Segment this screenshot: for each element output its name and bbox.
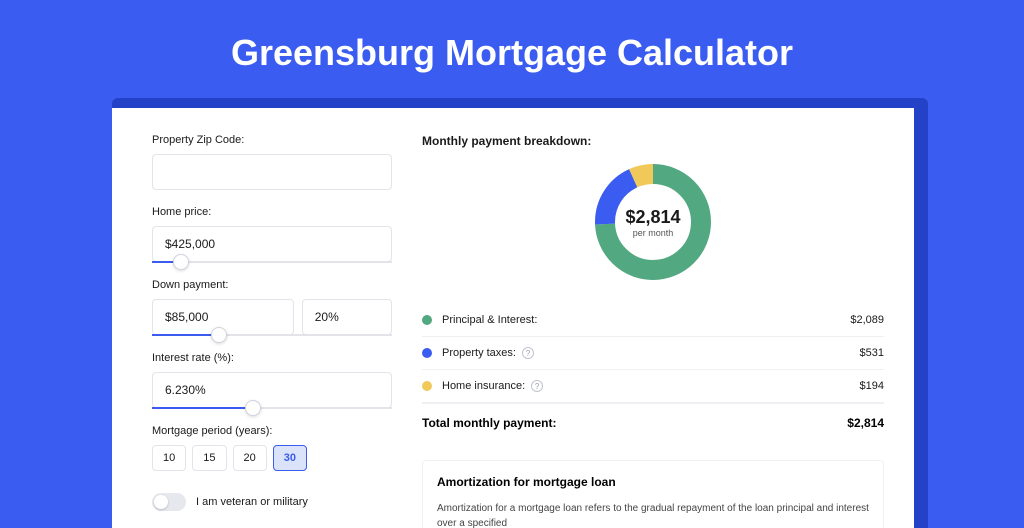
mortgage-period-field: Mortgage period (years): 10 15 20 30: [152, 425, 392, 471]
legend-dot-insurance: [422, 381, 432, 391]
down-payment-label: Down payment:: [152, 279, 392, 291]
mortgage-period-label: Mortgage period (years):: [152, 425, 392, 437]
legend-dot-principal: [422, 315, 432, 325]
amortization-panel: Amortization for mortgage loan Amortizat…: [422, 460, 884, 528]
interest-rate-slider[interactable]: [152, 407, 392, 409]
info-icon[interactable]: ?: [522, 347, 534, 359]
legend-label-principal: Principal & Interest:: [442, 314, 537, 326]
veteran-toggle-knob: [154, 495, 168, 509]
interest-rate-slider-fill: [152, 407, 253, 409]
legend-row-taxes: Property taxes: ? $531: [422, 337, 884, 370]
legend-row-principal: Principal & Interest: $2,089: [422, 304, 884, 337]
veteran-label: I am veteran or military: [196, 496, 308, 508]
down-payment-percent-input[interactable]: [302, 299, 392, 335]
form-column: Property Zip Code: Home price: Down paym…: [152, 134, 392, 528]
down-payment-slider-fill: [152, 334, 219, 336]
zip-label: Property Zip Code:: [152, 134, 392, 146]
payment-donut: $2,814 per month: [593, 162, 713, 282]
period-btn-20[interactable]: 20: [233, 445, 267, 471]
breakdown-title: Monthly payment breakdown:: [422, 134, 884, 148]
info-icon[interactable]: ?: [531, 380, 543, 392]
interest-rate-slider-thumb[interactable]: [245, 400, 261, 416]
home-price-field: Home price:: [152, 206, 392, 263]
total-row: Total monthly payment: $2,814: [422, 403, 884, 442]
legend-dot-taxes: [422, 348, 432, 358]
legend-value-principal: $2,089: [850, 314, 884, 326]
donut-center: $2,814 per month: [593, 162, 713, 282]
veteran-row: I am veteran or military: [152, 493, 392, 511]
legend-label-insurance: Home insurance:: [442, 380, 525, 392]
interest-rate-label: Interest rate (%):: [152, 352, 392, 364]
total-label: Total monthly payment:: [422, 416, 556, 430]
home-price-slider[interactable]: [152, 261, 392, 263]
amortization-body: Amortization for a mortgage loan refers …: [437, 501, 869, 528]
donut-wrap: $2,814 per month: [422, 162, 884, 282]
donut-sub: per month: [633, 228, 674, 238]
period-btn-30[interactable]: 30: [273, 445, 307, 471]
legend-value-insurance: $194: [860, 380, 884, 392]
breakdown-column: Monthly payment breakdown: $2,814 per mo…: [422, 134, 884, 528]
interest-rate-input[interactable]: [152, 372, 392, 408]
mortgage-period-options: 10 15 20 30: [152, 445, 392, 471]
interest-rate-field: Interest rate (%):: [152, 352, 392, 409]
home-price-slider-thumb[interactable]: [173, 254, 189, 270]
zip-field: Property Zip Code:: [152, 134, 392, 190]
total-value: $2,814: [847, 416, 884, 430]
calculator-card: Property Zip Code: Home price: Down paym…: [112, 108, 914, 528]
page-title: Greensburg Mortgage Calculator: [0, 0, 1024, 98]
veteran-toggle[interactable]: [152, 493, 186, 511]
period-btn-15[interactable]: 15: [192, 445, 226, 471]
down-payment-slider[interactable]: [152, 334, 392, 336]
card-shadow: Property Zip Code: Home price: Down paym…: [112, 98, 928, 528]
period-btn-10[interactable]: 10: [152, 445, 186, 471]
legend-label-taxes: Property taxes:: [442, 347, 516, 359]
legend-value-taxes: $531: [860, 347, 884, 359]
zip-input[interactable]: [152, 154, 392, 190]
down-payment-slider-thumb[interactable]: [211, 327, 227, 343]
down-payment-field: Down payment:: [152, 279, 392, 336]
home-price-input[interactable]: [152, 226, 392, 262]
amortization-title: Amortization for mortgage loan: [437, 475, 869, 489]
donut-amount: $2,814: [625, 207, 680, 228]
legend-row-insurance: Home insurance: ? $194: [422, 370, 884, 403]
home-price-label: Home price:: [152, 206, 392, 218]
